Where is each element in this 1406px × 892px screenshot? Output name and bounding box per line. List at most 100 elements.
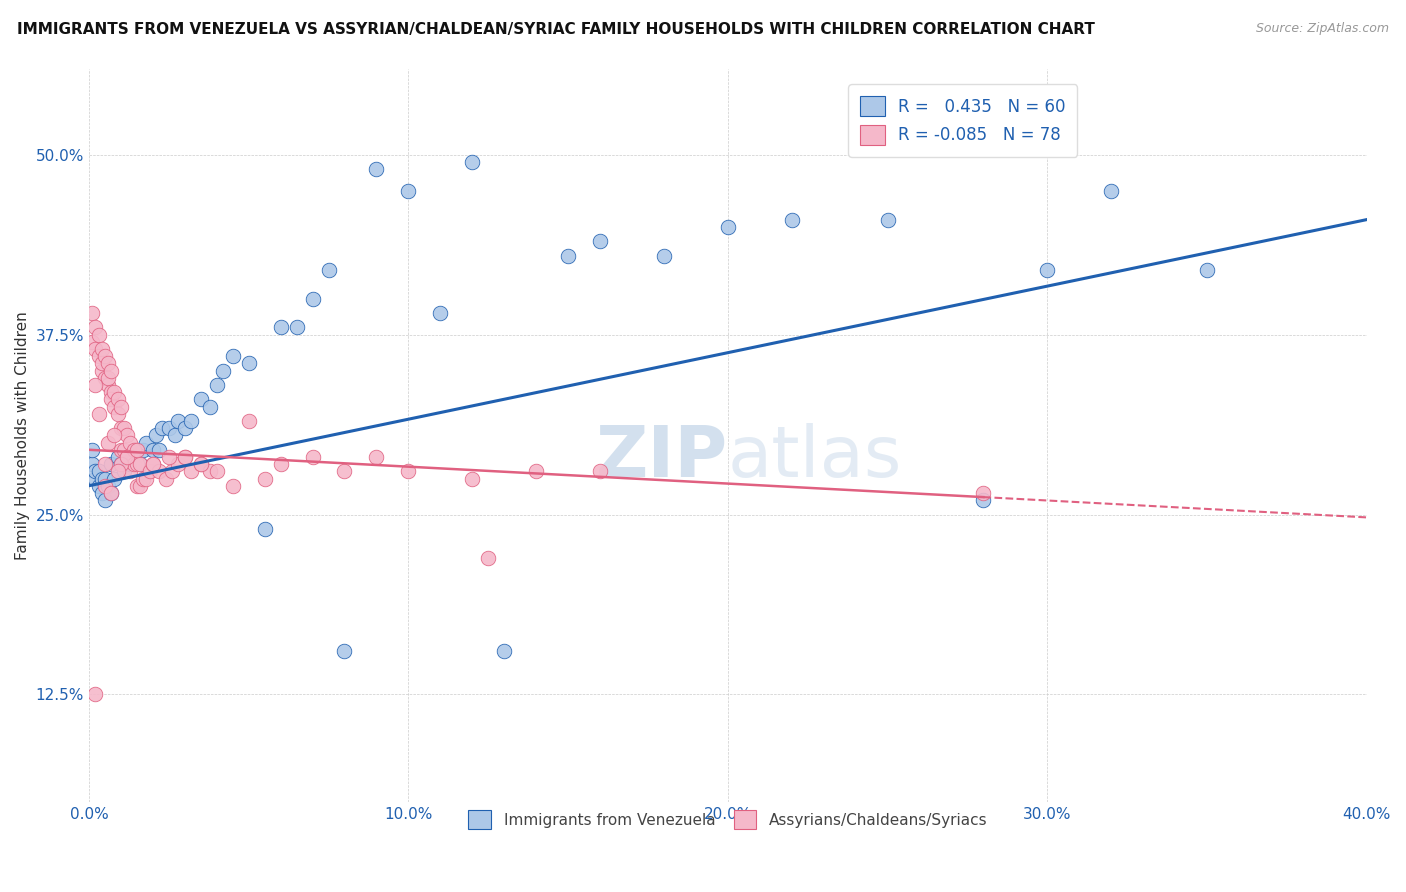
Point xyxy=(110,400,132,414)
Point xyxy=(90,471,112,485)
Point xyxy=(190,457,212,471)
Point xyxy=(125,479,148,493)
Point xyxy=(253,522,276,536)
Point xyxy=(82,334,104,349)
Point xyxy=(135,471,157,485)
Legend: Immigrants from Venezuela, Assyrians/Chaldeans/Syriacs: Immigrants from Venezuela, Assyrians/Cha… xyxy=(463,804,994,835)
Point xyxy=(100,457,122,471)
Point xyxy=(97,479,120,493)
Text: IMMIGRANTS FROM VENEZUELA VS ASSYRIAN/CHALDEAN/SYRIAC FAMILY HOUSEHOLDS WITH CHI: IMMIGRANTS FROM VENEZUELA VS ASSYRIAN/CH… xyxy=(17,22,1095,37)
Point xyxy=(125,457,148,471)
Point xyxy=(318,263,340,277)
Point xyxy=(112,421,135,435)
Text: Source: ZipAtlas.com: Source: ZipAtlas.com xyxy=(1256,22,1389,36)
Point xyxy=(84,464,107,478)
Point xyxy=(212,364,235,378)
Point xyxy=(157,450,180,464)
Point xyxy=(122,450,145,464)
Point xyxy=(366,162,388,177)
Point xyxy=(200,400,222,414)
Point xyxy=(148,464,170,478)
Point xyxy=(301,450,323,464)
Point xyxy=(90,364,112,378)
Point xyxy=(165,428,187,442)
Point xyxy=(494,644,516,658)
Point xyxy=(167,457,190,471)
Point xyxy=(94,471,117,485)
Point xyxy=(120,435,142,450)
Point xyxy=(107,407,129,421)
Point xyxy=(87,464,110,478)
Text: atlas: atlas xyxy=(728,423,903,491)
Point xyxy=(200,464,222,478)
Point xyxy=(173,421,195,435)
Point xyxy=(107,464,129,478)
Point xyxy=(270,320,292,334)
Point xyxy=(160,464,183,478)
Point xyxy=(94,457,117,471)
Point xyxy=(122,442,145,457)
Point xyxy=(103,385,125,400)
Point xyxy=(94,371,117,385)
Point xyxy=(270,457,292,471)
Point xyxy=(238,356,260,370)
Point xyxy=(100,486,122,500)
Point xyxy=(142,457,165,471)
Point xyxy=(135,435,157,450)
Point xyxy=(145,428,167,442)
Point xyxy=(100,392,122,407)
Point xyxy=(117,450,139,464)
Point xyxy=(110,442,132,457)
Point xyxy=(1197,263,1219,277)
Point xyxy=(429,306,451,320)
Point xyxy=(132,471,155,485)
Point xyxy=(107,450,129,464)
Point xyxy=(190,392,212,407)
Point xyxy=(132,442,155,457)
Point xyxy=(1099,184,1122,198)
Point xyxy=(221,479,243,493)
Point xyxy=(876,212,898,227)
Point xyxy=(103,428,125,442)
Point xyxy=(97,435,120,450)
Point xyxy=(110,421,132,435)
Point xyxy=(112,442,135,457)
Point xyxy=(589,464,612,478)
Point xyxy=(94,493,117,508)
Point xyxy=(557,248,579,262)
Point xyxy=(253,471,276,485)
Point xyxy=(84,320,107,334)
Point xyxy=(82,442,104,457)
Point xyxy=(90,486,112,500)
Point xyxy=(84,687,107,701)
Point xyxy=(972,493,994,508)
Point xyxy=(100,385,122,400)
Point xyxy=(82,306,104,320)
Point xyxy=(117,428,139,442)
Y-axis label: Family Households with Children: Family Households with Children xyxy=(15,311,30,560)
Point xyxy=(205,378,228,392)
Point xyxy=(94,349,117,363)
Point xyxy=(477,550,499,565)
Point xyxy=(120,464,142,478)
Point xyxy=(190,457,212,471)
Point xyxy=(103,400,125,414)
Point xyxy=(142,457,165,471)
Point xyxy=(120,457,142,471)
Point xyxy=(972,486,994,500)
Point xyxy=(103,471,125,485)
Point xyxy=(396,464,419,478)
Point xyxy=(180,414,202,428)
Point xyxy=(82,457,104,471)
Point xyxy=(142,442,165,457)
Point xyxy=(461,155,484,169)
Point xyxy=(110,457,132,471)
Point xyxy=(138,464,160,478)
Point xyxy=(84,342,107,356)
Point xyxy=(100,486,122,500)
Point xyxy=(152,421,174,435)
Point xyxy=(100,364,122,378)
Point xyxy=(155,471,177,485)
Point xyxy=(125,442,148,457)
Point xyxy=(717,219,740,234)
